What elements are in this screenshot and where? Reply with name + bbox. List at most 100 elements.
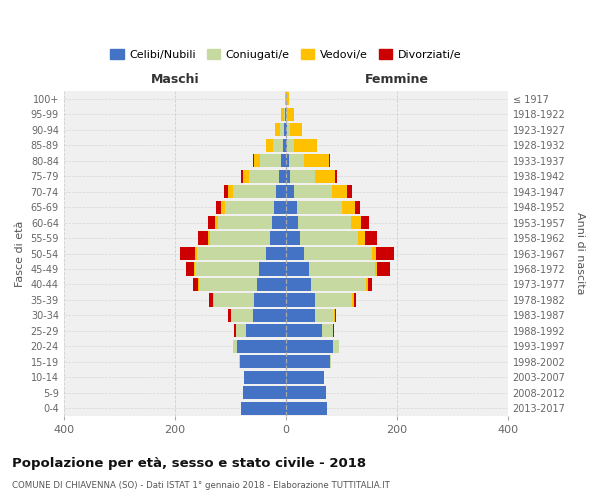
Bar — [196, 247, 197, 260]
Bar — [197, 247, 266, 260]
Bar — [199, 278, 257, 291]
Y-axis label: Fasce di età: Fasce di età — [15, 220, 25, 286]
Bar — [242, 386, 286, 400]
Bar — [333, 324, 334, 338]
Bar — [259, 262, 286, 276]
Bar — [286, 262, 309, 276]
Bar — [304, 247, 372, 260]
Text: Popolazione per età, sesso e stato civile - 2018: Popolazione per età, sesso e stato civil… — [12, 458, 366, 470]
Bar — [286, 138, 287, 152]
Bar — [254, 294, 286, 306]
Bar — [186, 262, 194, 276]
Bar — [279, 170, 286, 182]
Bar — [304, 154, 329, 167]
Bar — [266, 138, 273, 152]
Bar — [286, 232, 299, 244]
Bar — [286, 294, 314, 306]
Bar — [281, 154, 286, 167]
Bar — [358, 232, 365, 244]
Bar — [335, 309, 337, 322]
Bar — [352, 294, 353, 306]
Bar — [287, 138, 294, 152]
Bar — [216, 200, 221, 213]
Bar — [315, 170, 335, 182]
Bar — [246, 324, 286, 338]
Bar — [241, 170, 243, 182]
Bar — [286, 247, 304, 260]
Bar — [351, 216, 361, 229]
Bar — [286, 185, 294, 198]
Bar — [281, 108, 284, 121]
Text: Femmine: Femmine — [365, 74, 429, 86]
Bar — [239, 355, 240, 368]
Bar — [333, 340, 338, 353]
Bar — [366, 278, 368, 291]
Bar — [272, 216, 286, 229]
Bar — [309, 262, 374, 276]
Bar — [228, 185, 233, 198]
Bar — [347, 185, 352, 198]
Bar — [286, 370, 323, 384]
Bar — [286, 309, 314, 322]
Bar — [236, 324, 246, 338]
Bar — [270, 232, 286, 244]
Bar — [372, 247, 376, 260]
Bar — [286, 340, 333, 353]
Text: Maschi: Maschi — [151, 74, 199, 86]
Bar — [273, 138, 283, 152]
Bar — [287, 123, 290, 136]
Bar — [286, 216, 298, 229]
Bar — [254, 154, 260, 167]
Legend: Celibi/Nubili, Coniugati/e, Vedovi/e, Divorziati/e: Celibi/Nubili, Coniugati/e, Vedovi/e, Di… — [106, 44, 466, 64]
Bar — [286, 108, 287, 121]
Bar — [286, 92, 289, 106]
Bar — [244, 370, 286, 384]
Bar — [283, 138, 286, 152]
Text: COMUNE DI CHIAVENNA (SO) - Dati ISTAT 1° gennaio 2018 - Elaborazione TUTTITALIA.: COMUNE DI CHIAVENNA (SO) - Dati ISTAT 1°… — [12, 481, 390, 490]
Y-axis label: Anni di nascita: Anni di nascita — [575, 212, 585, 295]
Bar — [297, 200, 343, 213]
Bar — [332, 185, 347, 198]
Bar — [287, 108, 294, 121]
Bar — [276, 185, 286, 198]
Bar — [286, 324, 322, 338]
Bar — [290, 170, 315, 182]
Bar — [208, 216, 215, 229]
Bar — [208, 232, 211, 244]
Bar — [355, 200, 360, 213]
Bar — [377, 262, 389, 276]
Bar — [286, 200, 297, 213]
Bar — [253, 309, 286, 322]
Bar — [353, 294, 356, 306]
Bar — [284, 123, 286, 136]
Bar — [180, 247, 196, 260]
Bar — [228, 309, 231, 322]
Bar — [248, 170, 279, 182]
Bar — [221, 200, 225, 213]
Bar — [218, 216, 272, 229]
Bar — [214, 294, 254, 306]
Bar — [215, 216, 218, 229]
Bar — [286, 278, 311, 291]
Bar — [286, 386, 326, 400]
Bar — [298, 216, 351, 229]
Bar — [330, 355, 331, 368]
Bar — [290, 123, 302, 136]
Bar — [257, 278, 286, 291]
Bar — [225, 200, 274, 213]
Bar — [376, 247, 394, 260]
Bar — [284, 92, 286, 106]
Bar — [198, 232, 208, 244]
Bar — [241, 402, 286, 415]
Bar — [368, 278, 373, 291]
Bar — [274, 200, 286, 213]
Bar — [343, 200, 355, 213]
Bar — [280, 123, 284, 136]
Bar — [286, 170, 290, 182]
Bar — [233, 340, 237, 353]
Bar — [365, 232, 377, 244]
Bar — [335, 170, 337, 182]
Bar — [286, 355, 330, 368]
Bar — [284, 108, 286, 121]
Bar — [374, 262, 377, 276]
